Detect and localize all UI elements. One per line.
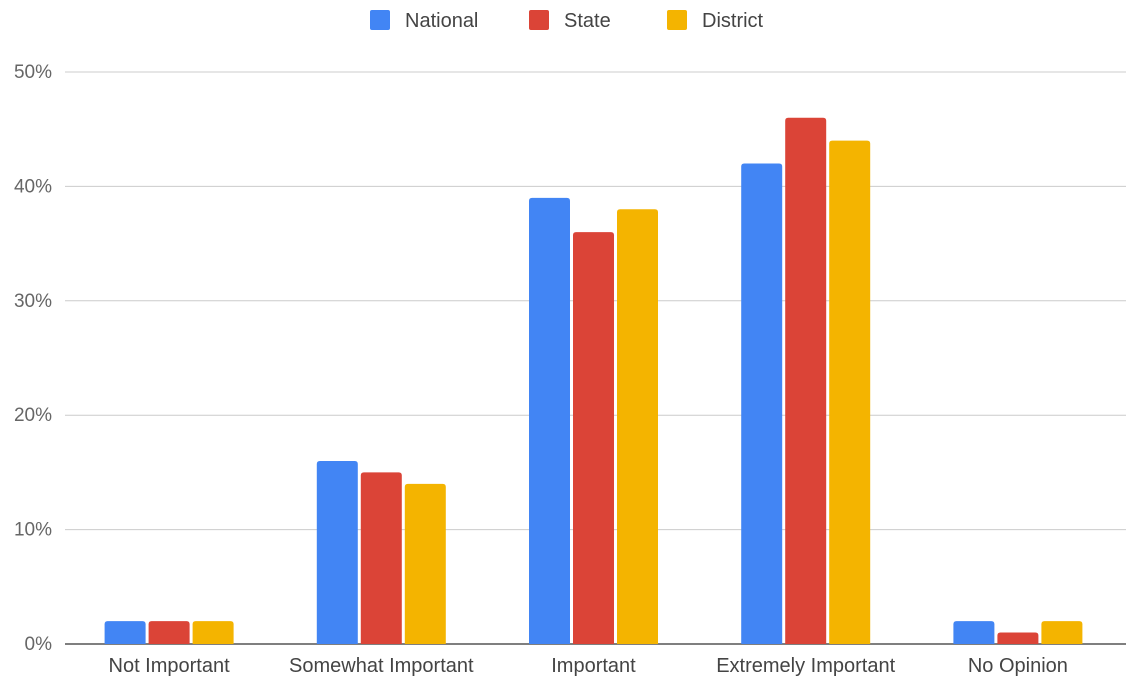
y-axis-ticks: 0% 10% 20% 30% 40% 50% xyxy=(14,62,52,655)
y-tick-label: 30% xyxy=(14,291,52,312)
legend-item-national: National xyxy=(370,10,478,32)
legend-item-state: State xyxy=(529,10,611,32)
x-tick-label: Extremely Important xyxy=(716,655,895,677)
bar-district-no-opinion xyxy=(1041,621,1083,644)
bar-national-important xyxy=(529,197,570,644)
bar-state-not-important xyxy=(148,621,190,644)
bar-state-no-opinion xyxy=(997,632,1039,644)
bar-district-somewhat-important xyxy=(404,483,446,644)
bar-national-somewhat-important xyxy=(316,460,358,644)
bar-state-somewhat-important xyxy=(360,472,402,644)
y-tick-label: 20% xyxy=(14,405,52,426)
y-tick-label: 40% xyxy=(14,176,52,197)
legend-swatch xyxy=(529,10,549,30)
bar-national-no-opinion xyxy=(953,621,995,644)
legend-label: District xyxy=(702,10,764,32)
bar-state-important xyxy=(573,232,614,644)
legend: National State District xyxy=(370,10,764,32)
y-tick-label: 10% xyxy=(14,520,52,541)
bar-state-extremely-important xyxy=(785,117,827,644)
x-tick-label: Somewhat Important xyxy=(289,655,474,677)
bar-district-important xyxy=(617,209,658,644)
bar-national-not-important xyxy=(104,621,146,644)
legend-swatch xyxy=(370,10,390,30)
x-tick-label: Important xyxy=(551,655,636,677)
legend-swatch xyxy=(667,10,687,30)
legend-label: National xyxy=(405,10,478,32)
x-tick-label: No Opinion xyxy=(968,655,1068,677)
y-tick-label: 50% xyxy=(14,62,52,83)
bar-district-extremely-important xyxy=(829,140,871,644)
bar-national-extremely-important xyxy=(741,163,783,644)
x-tick-label: Not Important xyxy=(109,655,231,677)
bar-district-not-important xyxy=(192,621,234,644)
x-axis-ticks: Not Important Somewhat Important Important… xyxy=(109,655,1068,677)
y-tick-label: 0% xyxy=(25,634,53,655)
bars xyxy=(104,117,1083,644)
legend-label: State xyxy=(564,10,611,32)
legend-item-district: District xyxy=(667,10,764,32)
